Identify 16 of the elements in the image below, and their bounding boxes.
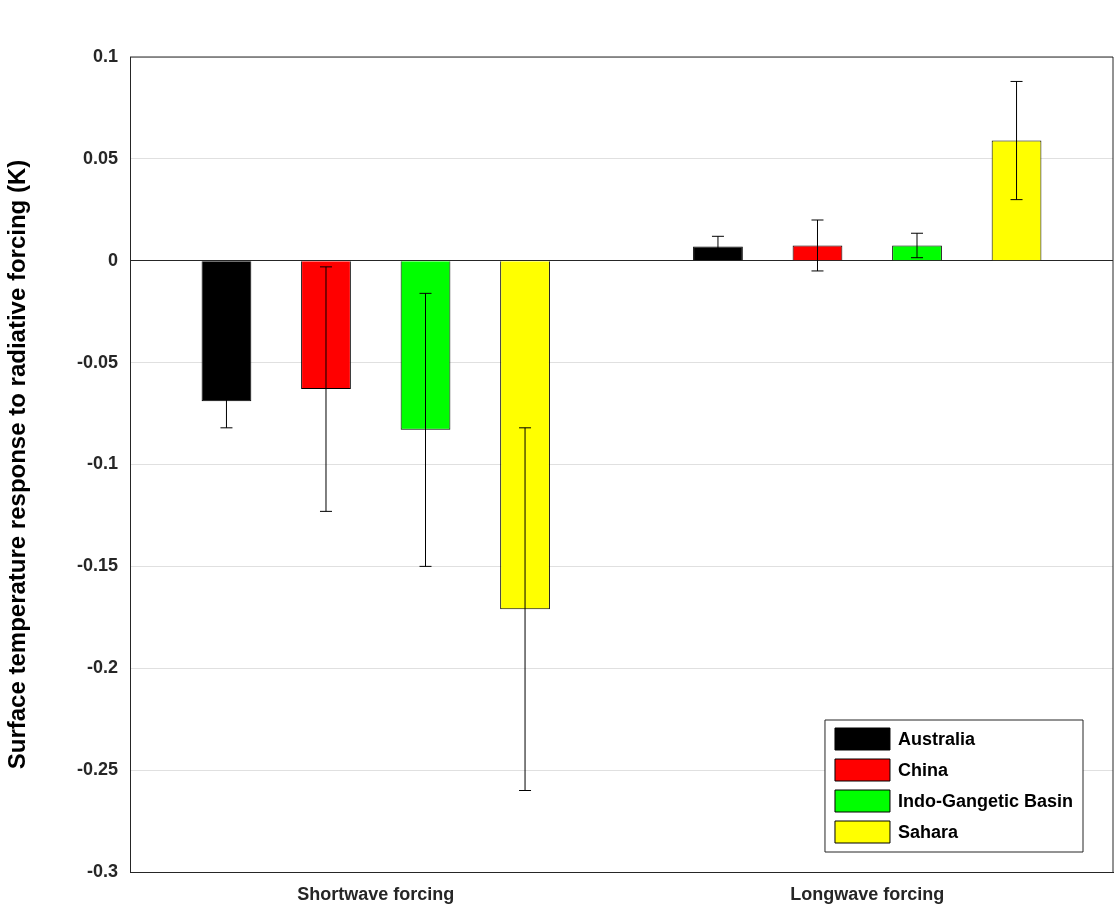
y-tick-label: -0.1	[86, 453, 118, 474]
y-tick-label: 0	[107, 249, 118, 270]
legend-label: Indo-Gangetic Basin	[897, 790, 1074, 811]
y-tick-label: -0.2	[86, 657, 118, 678]
y-tick-label: -0.05	[76, 351, 118, 372]
y-axis-title: Surface temperature response to radiative forcing (K)	[3, 159, 31, 770]
y-tick-label: 0.1	[92, 45, 118, 66]
legend-label: Australia	[897, 728, 976, 749]
legend-label: Sahara	[897, 821, 960, 842]
y-tick-label: -0.25	[76, 759, 118, 780]
y-tick-label: 0.05	[82, 147, 118, 168]
y-tick-label: -0.15	[76, 555, 118, 576]
legend-label: China	[897, 759, 949, 780]
x-tick-label: Longwave forcing	[790, 883, 945, 904]
y-tick-label: -0.3	[86, 860, 118, 881]
x-tick-label: Shortwave forcing	[297, 883, 455, 904]
